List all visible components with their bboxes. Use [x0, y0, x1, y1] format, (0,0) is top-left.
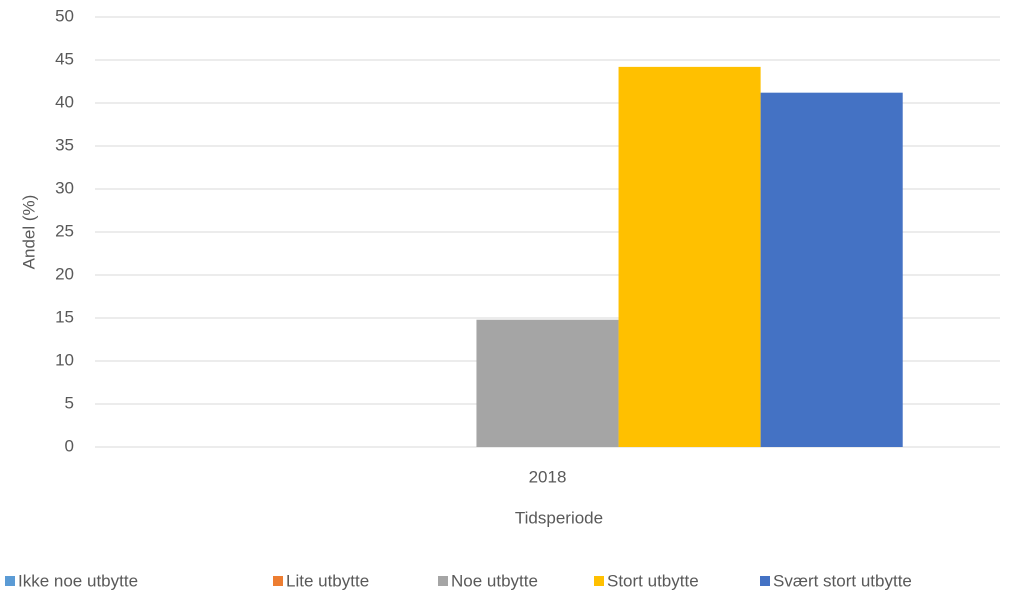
- legend-swatch: [273, 576, 283, 586]
- legend-label: Ikke noe utbytte: [18, 571, 138, 590]
- bar: [476, 319, 619, 447]
- legend-swatch: [760, 576, 770, 586]
- y-tick-label: 25: [55, 221, 74, 240]
- legend-swatch: [5, 576, 15, 586]
- legend-label: Stort utbytte: [607, 571, 699, 590]
- y-tick-label: 30: [55, 178, 74, 197]
- legend-label: Svært stort utbytte: [773, 571, 912, 590]
- y-tick-label: 35: [55, 135, 74, 154]
- y-tick-label: 0: [65, 436, 74, 455]
- legend-label: Lite utbytte: [286, 571, 369, 590]
- legend-swatch: [594, 576, 604, 586]
- y-tick-label: 50: [55, 6, 74, 25]
- bar: [618, 66, 761, 447]
- y-axis-title: Andel (%): [19, 195, 38, 270]
- y-tick-label: 10: [55, 350, 74, 369]
- y-tick-label: 5: [65, 393, 74, 412]
- bar: [760, 92, 903, 448]
- legend-swatch: [438, 576, 448, 586]
- y-tick-label: 40: [55, 92, 74, 111]
- y-tick-label: 45: [55, 49, 74, 68]
- y-tick-label: 20: [55, 264, 74, 283]
- x-axis-title: Tidsperiode: [515, 508, 603, 527]
- x-tick-label: 2018: [529, 467, 567, 486]
- y-tick-label: 15: [55, 307, 74, 326]
- legend-label: Noe utbytte: [451, 571, 538, 590]
